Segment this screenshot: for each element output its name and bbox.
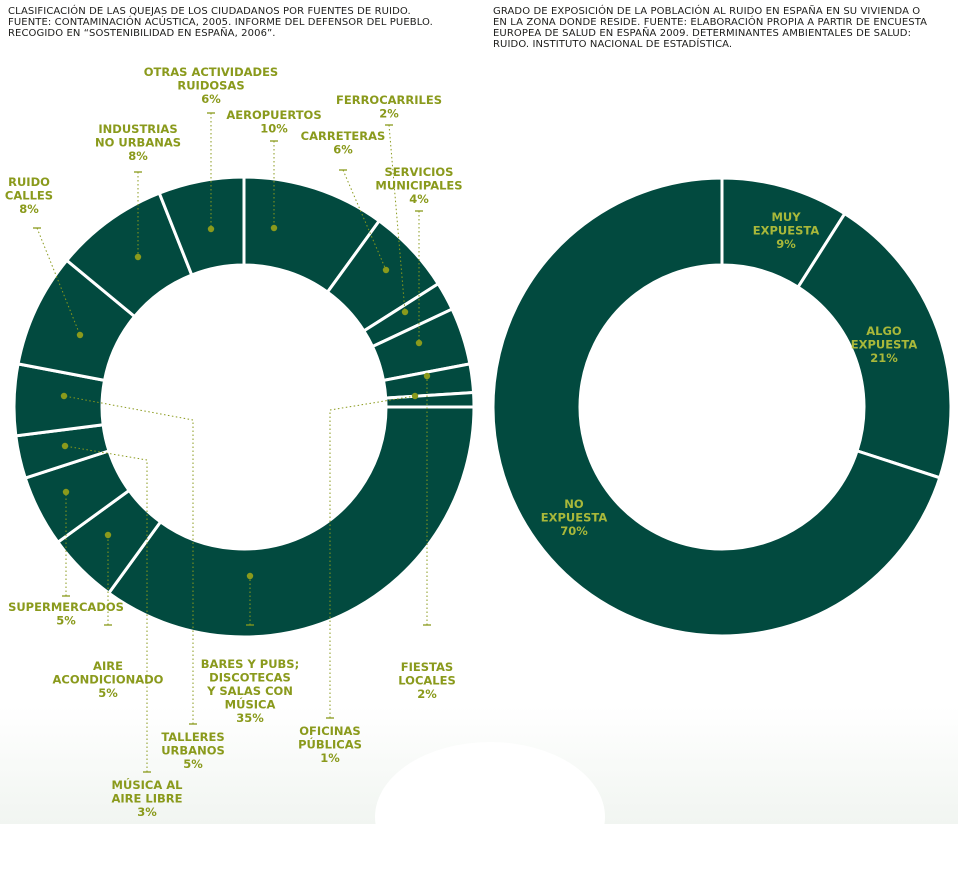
leader-oficinas-publicas — [329, 395, 416, 718]
label-fiestas-locales: FIESTAS LOCALES 2% — [398, 660, 456, 701]
leader-ruido-calles — [36, 227, 81, 336]
label-supermercados: SUPERMERCADOS 5% — [8, 600, 124, 628]
right-chart-caption: GRADO DE EXPOSICIÓN DE LA POBLACIÓN AL R… — [493, 6, 927, 50]
label-aeropuertos: AEROPUERTOS 10% — [226, 108, 321, 136]
leader-dot-musica-al-aire-libre — [61, 442, 69, 450]
leader-dot-aire-acondicionado — [104, 531, 112, 539]
leader-dot-otras-actividades-ruidosas — [207, 225, 215, 233]
slice-otras-actividades-ruidosas — [157, 175, 246, 277]
label-talleres-urbanos: TALLERES URBANOS 5% — [161, 730, 225, 771]
slice-no-expuesta — [491, 176, 942, 638]
left-ring — [12, 175, 476, 639]
left-labels: AEROPUERTOS 10%CARRETERAS 6% FERROCARRILES 2… — [5, 65, 463, 819]
left-caption-line-3: RECOGIDO EN “SOSTENIBILIDAD EN ESPAÑA, 2… — [8, 28, 276, 39]
label-ruido-calles: RUIDO CALLES 8% — [5, 175, 53, 216]
label-oficinas-publicas: OFICINAS PÚBLICAS 1% — [298, 724, 362, 765]
label-otras-actividades-ruidosas: OTRAS ACTIVIDADES RUIDOSAS 6% — [144, 65, 278, 106]
right-caption-line-2: EN LA ZONA DONDE RESIDE. FUENTE: ELABORA… — [493, 17, 928, 28]
label-musica-al-aire-libre: MÚSICA AL AIRE LIBRE 3% — [112, 777, 184, 819]
right-caption-line-1: GRADO DE EXPOSICIÓN DE LA POBLACIÓN AL R… — [493, 6, 921, 17]
right-ring — [491, 176, 953, 638]
left-caption-line-1: CLASIFICACIÓN DE LAS QUEJAS DE LOS CIUDA… — [8, 6, 411, 17]
label-servicios-municipales: SERVICIOS MUNICIPALES 4% — [375, 165, 462, 206]
noise-exposure-donut: MUY EXPUESTA 9% ALGO EXPUESTA 21% NO EXPUESTA 70… — [491, 176, 953, 638]
slice-algo-expuesta — [796, 211, 953, 480]
left-leaders — [33, 112, 431, 773]
leader-dot-bares-y-pubs-discotecas-y-salas-con-musica — [246, 572, 254, 580]
leader-ferrocarriles — [388, 124, 406, 313]
leader-dot-talleres-urbanos — [60, 392, 68, 400]
right-labels: MUY EXPUESTA 9% ALGO EXPUESTA 21% NO EXPUESTA 70… — [541, 210, 918, 538]
leader-dot-supermercados — [62, 488, 70, 496]
leader-musica-al-aire-libre — [64, 445, 148, 772]
left-chart-caption: CLASIFICACIÓN DE LAS QUEJAS DE LOS CIUDA… — [8, 6, 433, 39]
leader-talleres-urbanos — [63, 395, 194, 724]
leader-dot-ferrocarriles — [401, 308, 409, 316]
leader-dot-oficinas-publicas — [411, 392, 419, 400]
label-ferrocarriles: FERROCARRILES 2% — [336, 93, 442, 121]
label-bares-y-pubs-discotecas-y-salas-con-musica: BARES Y PUBS; DISCOTECAS Y SALAS CON MÚSICA… — [201, 657, 299, 725]
right-caption-line-3: EUROPEA DE SALUD EN ESPAÑA 2009. DETERMI… — [493, 28, 912, 39]
leader-dot-carreteras — [382, 266, 390, 274]
leader-dot-ruido-calles — [76, 331, 84, 339]
label-muy-expuesta: MUY EXPUESTA 9% — [753, 210, 820, 251]
label-carreteras: CARRETERAS 6% — [301, 129, 386, 157]
noise-sources-donut: AEROPUERTOS 10%CARRETERAS 6% FERROCARRILES 2… — [5, 65, 476, 819]
slice-bares-y-pubs-discotecas-y-salas-con-musica — [106, 405, 476, 639]
label-algo-expuesta: ALGO EXPUESTA 21% — [851, 324, 918, 365]
label-no-expuesta: NO EXPUESTA 70% — [541, 497, 608, 538]
right-caption-line-4: RUIDO. INSTITUTO NACIONAL DE ESTADÍSTICA… — [493, 39, 733, 50]
leader-dot-fiestas-locales — [423, 372, 431, 380]
donut-charts: AEROPUERTOS 10%CARRETERAS 6% FERROCARRILES 2… — [5, 65, 953, 819]
leader-dot-aeropuertos — [270, 224, 278, 232]
leader-dot-industrias-no-urbanas — [134, 253, 142, 261]
label-aire-acondicionado: AIRE ACONDICIONADO 5% — [53, 659, 164, 700]
left-caption-line-2: FUENTE: CONTAMINACIÓN ACÚSTICA, 2005. IN… — [8, 17, 433, 28]
label-industrias-no-urbanas: INDUSTRIAS NO URBANAS 8% — [95, 122, 181, 163]
leader-dot-servicios-municipales — [415, 339, 423, 347]
